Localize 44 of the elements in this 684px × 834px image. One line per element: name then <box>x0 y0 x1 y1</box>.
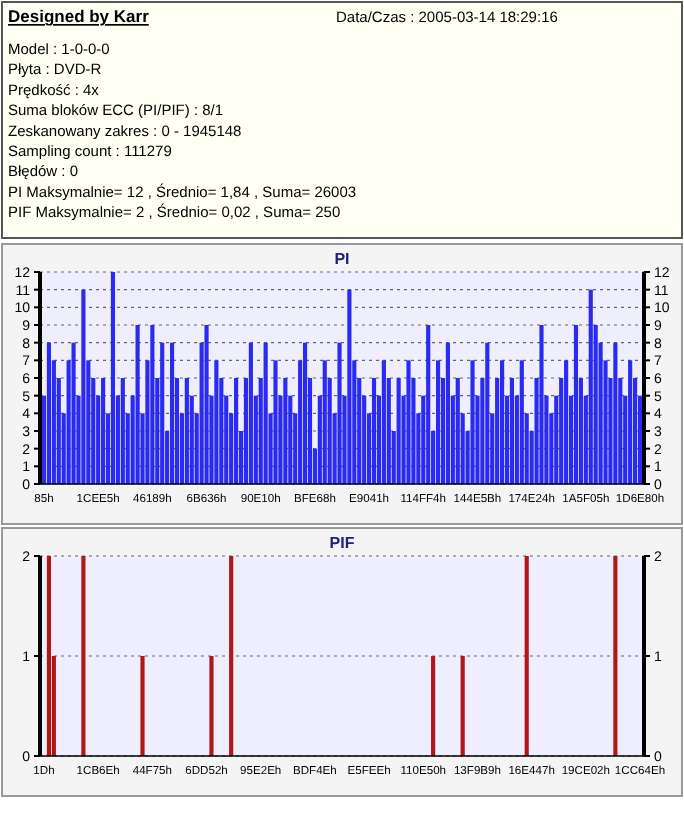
bar <box>110 272 116 484</box>
bar <box>248 342 253 484</box>
bar <box>204 325 209 484</box>
bar <box>184 378 189 484</box>
bar <box>509 378 515 484</box>
bar <box>302 342 308 484</box>
bar <box>169 342 175 484</box>
bar <box>500 360 505 484</box>
bar <box>160 342 165 484</box>
bar <box>283 378 288 484</box>
bar <box>71 342 76 484</box>
chart-title: PIF <box>329 534 355 552</box>
bar <box>371 378 377 484</box>
chart-title: PI <box>334 250 350 268</box>
bar <box>628 360 633 484</box>
bar <box>46 342 51 484</box>
bar <box>337 342 342 484</box>
bar <box>322 360 327 484</box>
bar <box>234 378 239 484</box>
bar <box>426 325 431 484</box>
bar <box>150 325 155 484</box>
bar <box>120 378 125 484</box>
bar <box>564 360 569 484</box>
bar <box>263 342 268 484</box>
bar <box>573 325 579 484</box>
bar <box>588 289 593 484</box>
bar <box>214 360 219 484</box>
text: Designed by Karr <box>8 6 151 26</box>
bar <box>485 342 490 484</box>
bar <box>101 378 106 484</box>
bar <box>455 378 460 484</box>
bar <box>273 360 278 484</box>
bar <box>613 342 618 484</box>
bar <box>396 378 401 484</box>
bar <box>381 360 386 484</box>
bar <box>135 325 140 484</box>
bar <box>445 342 450 484</box>
bar <box>406 360 411 484</box>
bar <box>519 360 524 484</box>
bar <box>539 325 544 484</box>
bar <box>347 289 352 484</box>
bar <box>81 289 86 484</box>
bar <box>470 360 475 484</box>
bar <box>435 360 441 484</box>
